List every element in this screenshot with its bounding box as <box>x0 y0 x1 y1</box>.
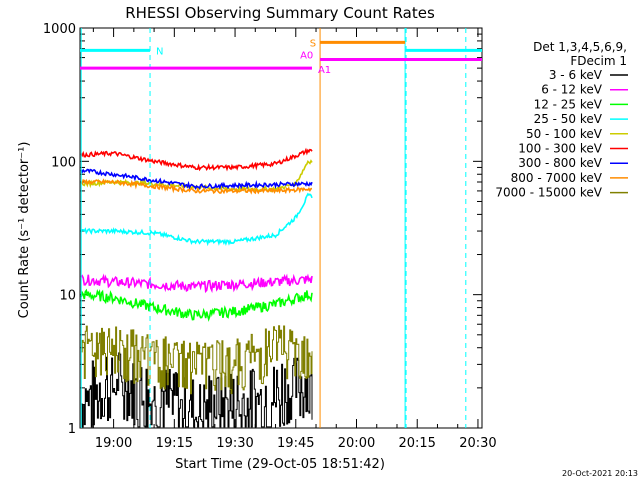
legend-entry-label: 7000 - 15000 keV <box>495 186 602 200</box>
x-tick-label: 20:30 <box>459 436 496 451</box>
series-line-300-800-kev <box>80 168 313 191</box>
legend-entry-label: 800 - 7000 keV <box>511 171 603 185</box>
series-line-3-6-kev <box>81 352 313 428</box>
y-tick-label: 10 <box>59 289 76 304</box>
y-axis-label: Count Rate (s⁻¹ detector⁻¹) <box>17 142 32 319</box>
x-tick-label: 20:15 <box>398 436 435 451</box>
x-tick-label: 20:00 <box>338 436 375 451</box>
series-line-6-12-kev <box>80 273 313 294</box>
legend-entry-label: 50 - 100 keV <box>526 127 603 141</box>
legend-header-detectors: Det 1,3,4,5,6,9, <box>533 40 627 54</box>
legend-entry-label: 12 - 25 keV <box>534 97 603 111</box>
timestamp-label: 20-Oct-2021 20:13 <box>562 469 638 478</box>
legend-entry-label: 300 - 800 keV <box>518 156 602 170</box>
x-tick-label: 19:15 <box>156 436 193 451</box>
series-line-12-25-kev <box>80 288 313 322</box>
series-line-800-7000-kev <box>80 178 313 195</box>
x-tick-label: 19:00 <box>95 436 132 451</box>
x-tick-label: 19:30 <box>216 436 253 451</box>
plot-frame <box>79 27 483 429</box>
series-line-7000-15000-kev <box>81 325 313 395</box>
legend-entry-label: 3 - 6 keV <box>549 68 603 82</box>
series-line-25-50-kev <box>80 192 313 247</box>
legend-entry-label: 25 - 50 keV <box>534 112 603 126</box>
x-axis-label: Start Time (29-Oct-05 18:51:42) <box>175 457 385 472</box>
flag-label-a1: A1 <box>318 65 331 76</box>
legend-entry-label: 6 - 12 keV <box>541 83 603 97</box>
series-line-100-300-kev <box>80 147 313 172</box>
flag-label-a0: A0 <box>300 51 313 62</box>
flag-label-n: N <box>156 46 163 57</box>
y-tick-label: 1 <box>68 422 76 437</box>
legend-header-decimation: FDecim 1 <box>570 54 627 68</box>
y-tick-label: 100 <box>51 155 76 170</box>
chart-title: RHESSI Observing Summary Count Rates <box>125 4 435 22</box>
legend-entry-label: 100 - 300 keV <box>518 142 602 156</box>
flag-label-s: S <box>310 38 316 49</box>
x-tick-label: 19:45 <box>277 436 314 451</box>
y-tick-label: 1000 <box>43 22 76 37</box>
